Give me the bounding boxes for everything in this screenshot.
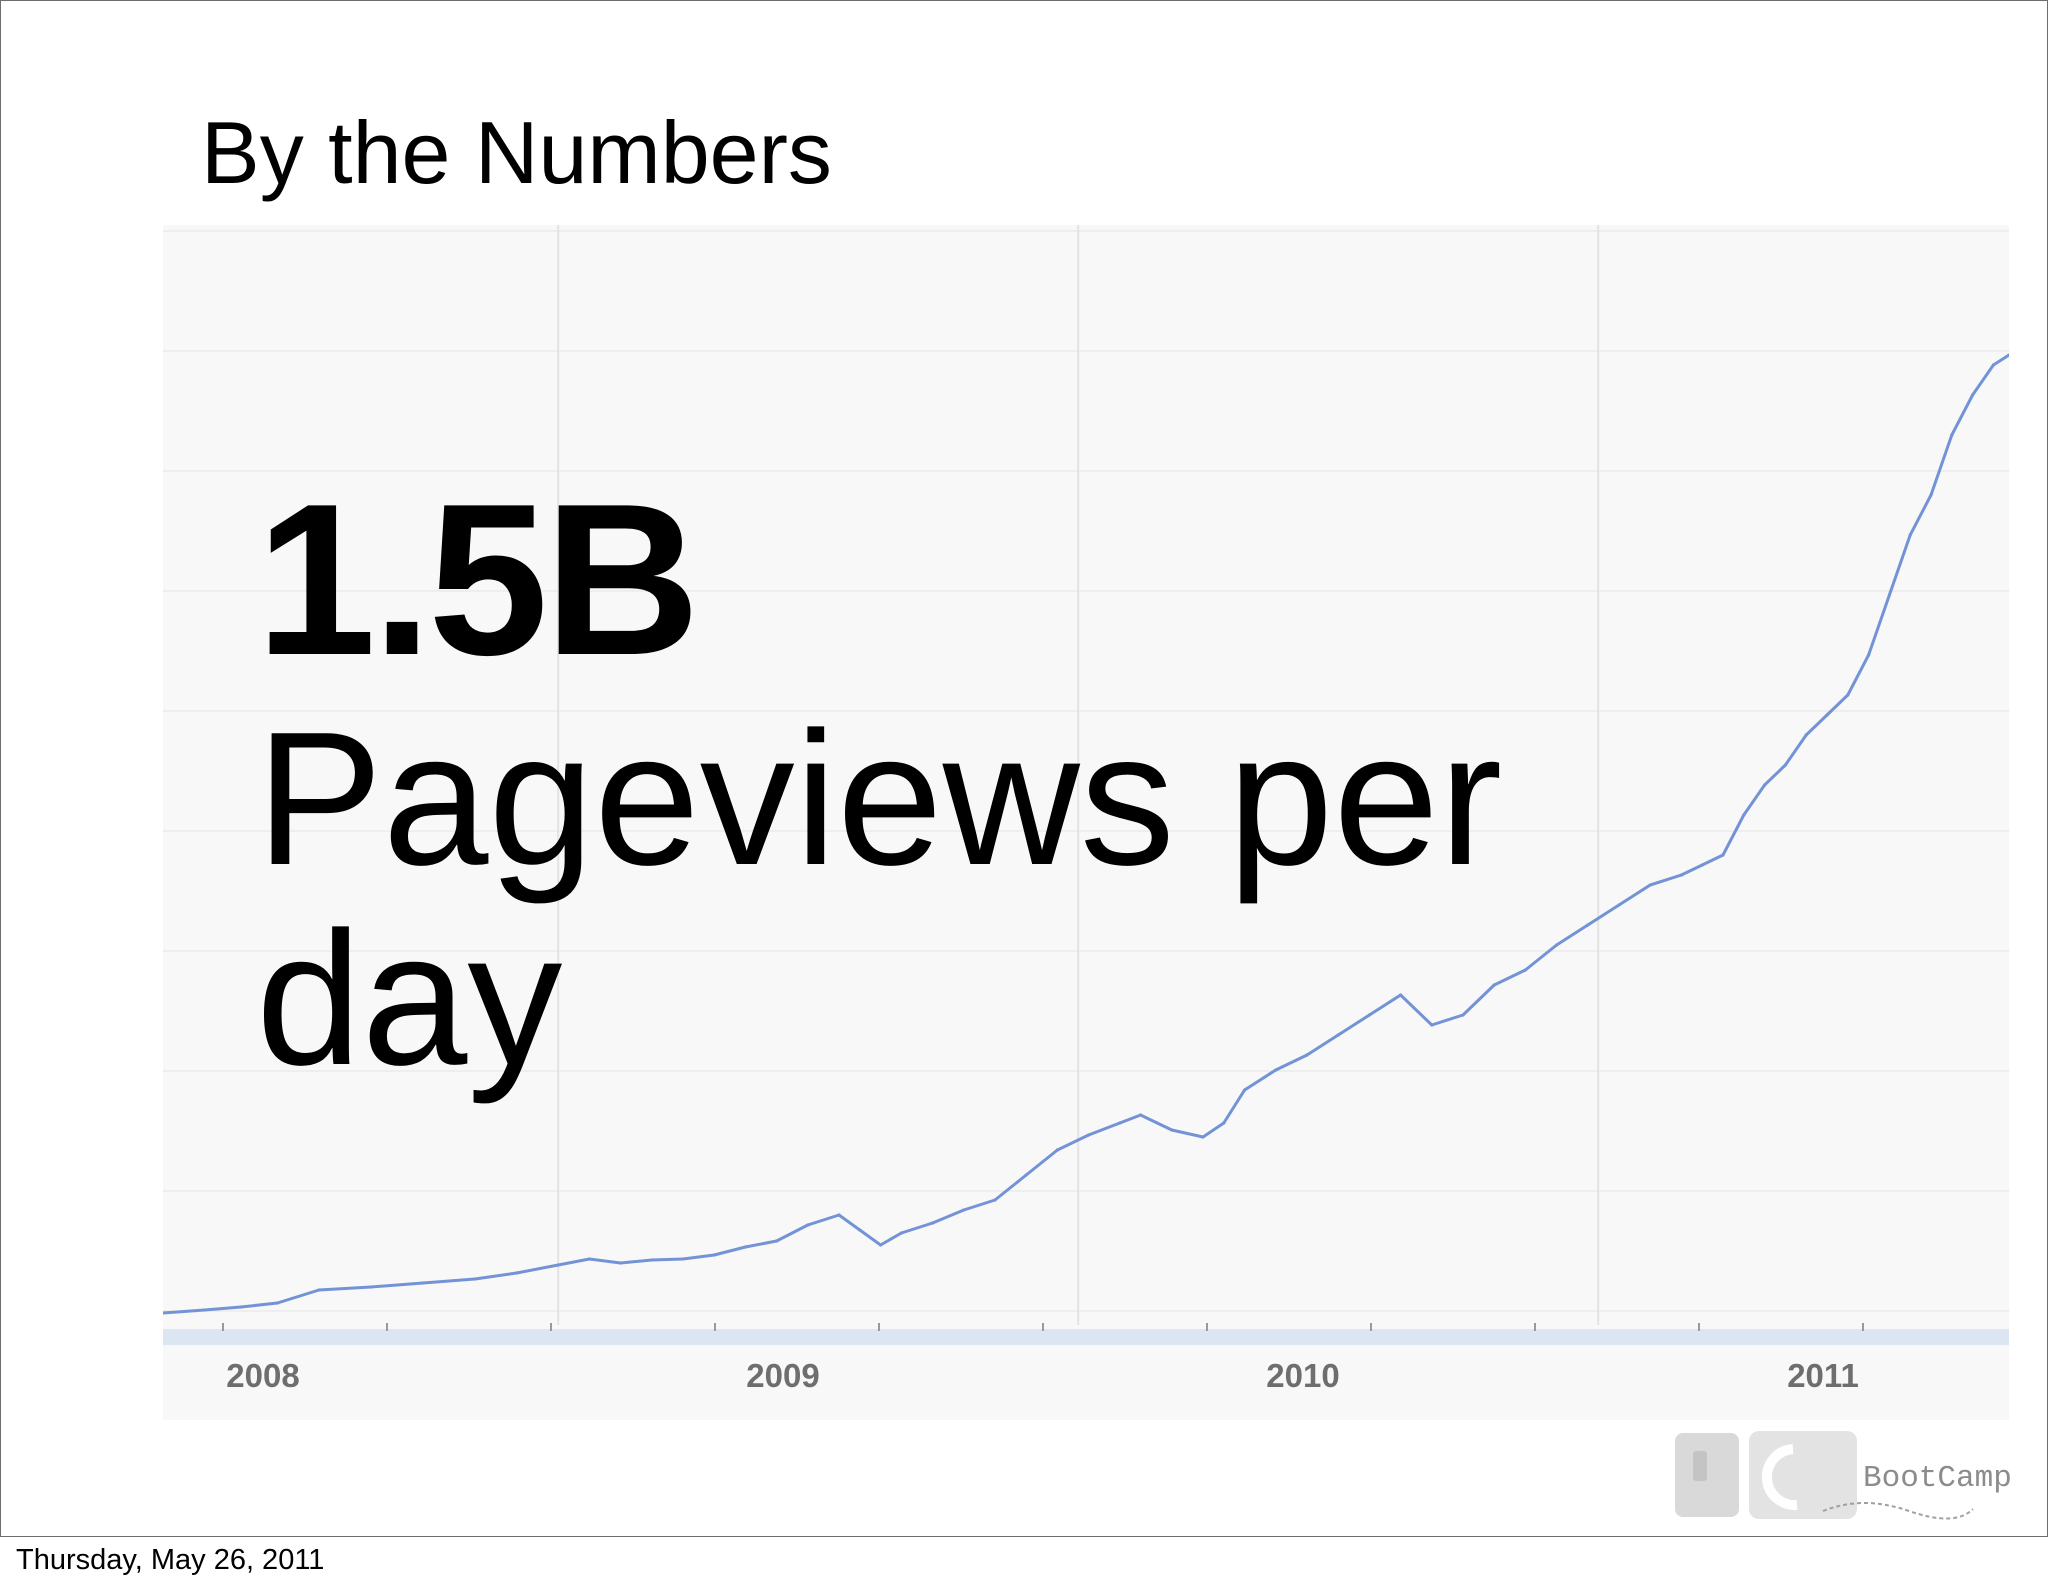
pageviews-data-point bbox=[1908, 533, 1912, 537]
pageviews-data-point bbox=[879, 1243, 883, 1247]
pageviews-data-point bbox=[1929, 493, 1933, 497]
pageviews-data-point bbox=[712, 1253, 716, 1257]
pageviews-data-point bbox=[1305, 1053, 1309, 1057]
pageviews-data-point bbox=[1783, 763, 1787, 767]
plot-background bbox=[163, 225, 2009, 1420]
pageviews-data-point bbox=[1586, 923, 1590, 927]
pageviews-data-point bbox=[1555, 943, 1559, 947]
bootcamp-logo: BootCamp bbox=[1673, 1425, 2043, 1525]
pageviews-data-point bbox=[1274, 1068, 1278, 1072]
x-tick-label: 2009 bbox=[746, 1357, 819, 1394]
pageviews-data-point bbox=[1742, 813, 1746, 817]
pageviews-chart: 2008 2009 2010 2011 bbox=[163, 225, 2009, 1420]
pageviews-data-point bbox=[1170, 1128, 1174, 1132]
pageviews-data-point bbox=[1648, 883, 1652, 887]
pageviews-data-point bbox=[1991, 363, 1995, 367]
pageviews-data-point bbox=[619, 1261, 623, 1265]
pageviews-data-point bbox=[1867, 653, 1871, 657]
logo-text: BootCamp bbox=[1863, 1461, 2012, 1496]
pageviews-data-point bbox=[1367, 1013, 1371, 1017]
pageviews-data-point bbox=[1617, 903, 1621, 907]
footer-date: Thursday, May 26, 2011 bbox=[16, 1544, 325, 1576]
x-tick-label: 2010 bbox=[1266, 1357, 1339, 1394]
pageviews-data-point bbox=[837, 1213, 841, 1217]
pageviews-data-point bbox=[515, 1271, 519, 1275]
pageviews-data-point bbox=[1201, 1135, 1205, 1139]
pageviews-data-point bbox=[1846, 693, 1850, 697]
pageviews-data-point bbox=[1461, 1013, 1465, 1017]
pageviews-data-point bbox=[1825, 713, 1829, 717]
pageviews-data-point bbox=[1055, 1148, 1059, 1152]
pageviews-data-point bbox=[587, 1257, 591, 1261]
pageviews-data-point bbox=[899, 1231, 904, 1235]
pageviews-data-point bbox=[1118, 1121, 1122, 1125]
pageviews-data-point bbox=[1087, 1133, 1091, 1137]
pageviews-data-point bbox=[421, 1281, 425, 1285]
pageviews-data-point bbox=[203, 1308, 207, 1312]
pageviews-data-point bbox=[1430, 1023, 1434, 1027]
pageviews-data-point bbox=[1763, 783, 1767, 787]
pageviews-data-point bbox=[1243, 1088, 1247, 1092]
pageviews-data-point bbox=[1887, 593, 1891, 597]
pageviews-series-line bbox=[163, 353, 2009, 1315]
pageviews-data-point bbox=[743, 1245, 748, 1249]
pageviews-data-point bbox=[1679, 873, 1683, 877]
pageviews-data-point bbox=[681, 1257, 685, 1261]
x-tick-label: 2008 bbox=[226, 1357, 299, 1394]
pageviews-data-point bbox=[1024, 1173, 1028, 1177]
pageviews-data-point bbox=[806, 1223, 810, 1227]
x-axis-band bbox=[163, 1329, 2009, 1345]
slide-title: By the Numbers bbox=[201, 103, 832, 202]
pageviews-data-point bbox=[1336, 1033, 1340, 1037]
pageviews-data-point bbox=[239, 1305, 243, 1309]
pageviews-data-point bbox=[1492, 983, 1496, 987]
pageviews-data-point bbox=[2007, 353, 2009, 357]
pageviews-data-point bbox=[993, 1198, 997, 1202]
pageviews-data-point bbox=[650, 1258, 654, 1262]
pageviews-data-point bbox=[275, 1301, 279, 1305]
pageviews-data-point bbox=[1971, 393, 1975, 397]
pageviews-data-point bbox=[931, 1221, 935, 1225]
pageviews-data-point bbox=[775, 1239, 779, 1243]
pageviews-data-point bbox=[858, 1228, 862, 1232]
slide: By the Numbers 2008 2009 2010 2011 1.5B Pag… bbox=[0, 0, 2048, 1537]
pageviews-data-point bbox=[1523, 968, 1527, 972]
bootcamp-logo-icon bbox=[1675, 1431, 1974, 1520]
pageviews-data-point bbox=[962, 1208, 966, 1212]
pageviews-data-point bbox=[369, 1285, 373, 1289]
pageviews-data-point bbox=[556, 1263, 560, 1267]
pageviews-data-point bbox=[317, 1288, 321, 1292]
pageviews-data-point bbox=[1950, 433, 1954, 437]
pageviews-data-point bbox=[1222, 1121, 1226, 1125]
pageviews-data-point bbox=[1139, 1113, 1143, 1117]
headline-caption: Pageviews per day bbox=[256, 693, 1503, 1105]
chart-canvas: 2008 2009 2010 2011 bbox=[163, 225, 2009, 1420]
pageviews-data-point bbox=[1399, 993, 1403, 997]
pageviews-data-point bbox=[1721, 853, 1725, 857]
headline-number: 1.5B bbox=[256, 458, 700, 700]
pageviews-data-point bbox=[473, 1277, 477, 1281]
x-tick-label: 2011 bbox=[1787, 1357, 1859, 1394]
pageviews-data-point bbox=[1804, 733, 1808, 737]
pageviews-data-point bbox=[1700, 863, 1704, 867]
pageviews-data-point bbox=[163, 1311, 165, 1315]
headline-overlay: 1.5B Pageviews per day bbox=[256, 471, 1656, 1099]
